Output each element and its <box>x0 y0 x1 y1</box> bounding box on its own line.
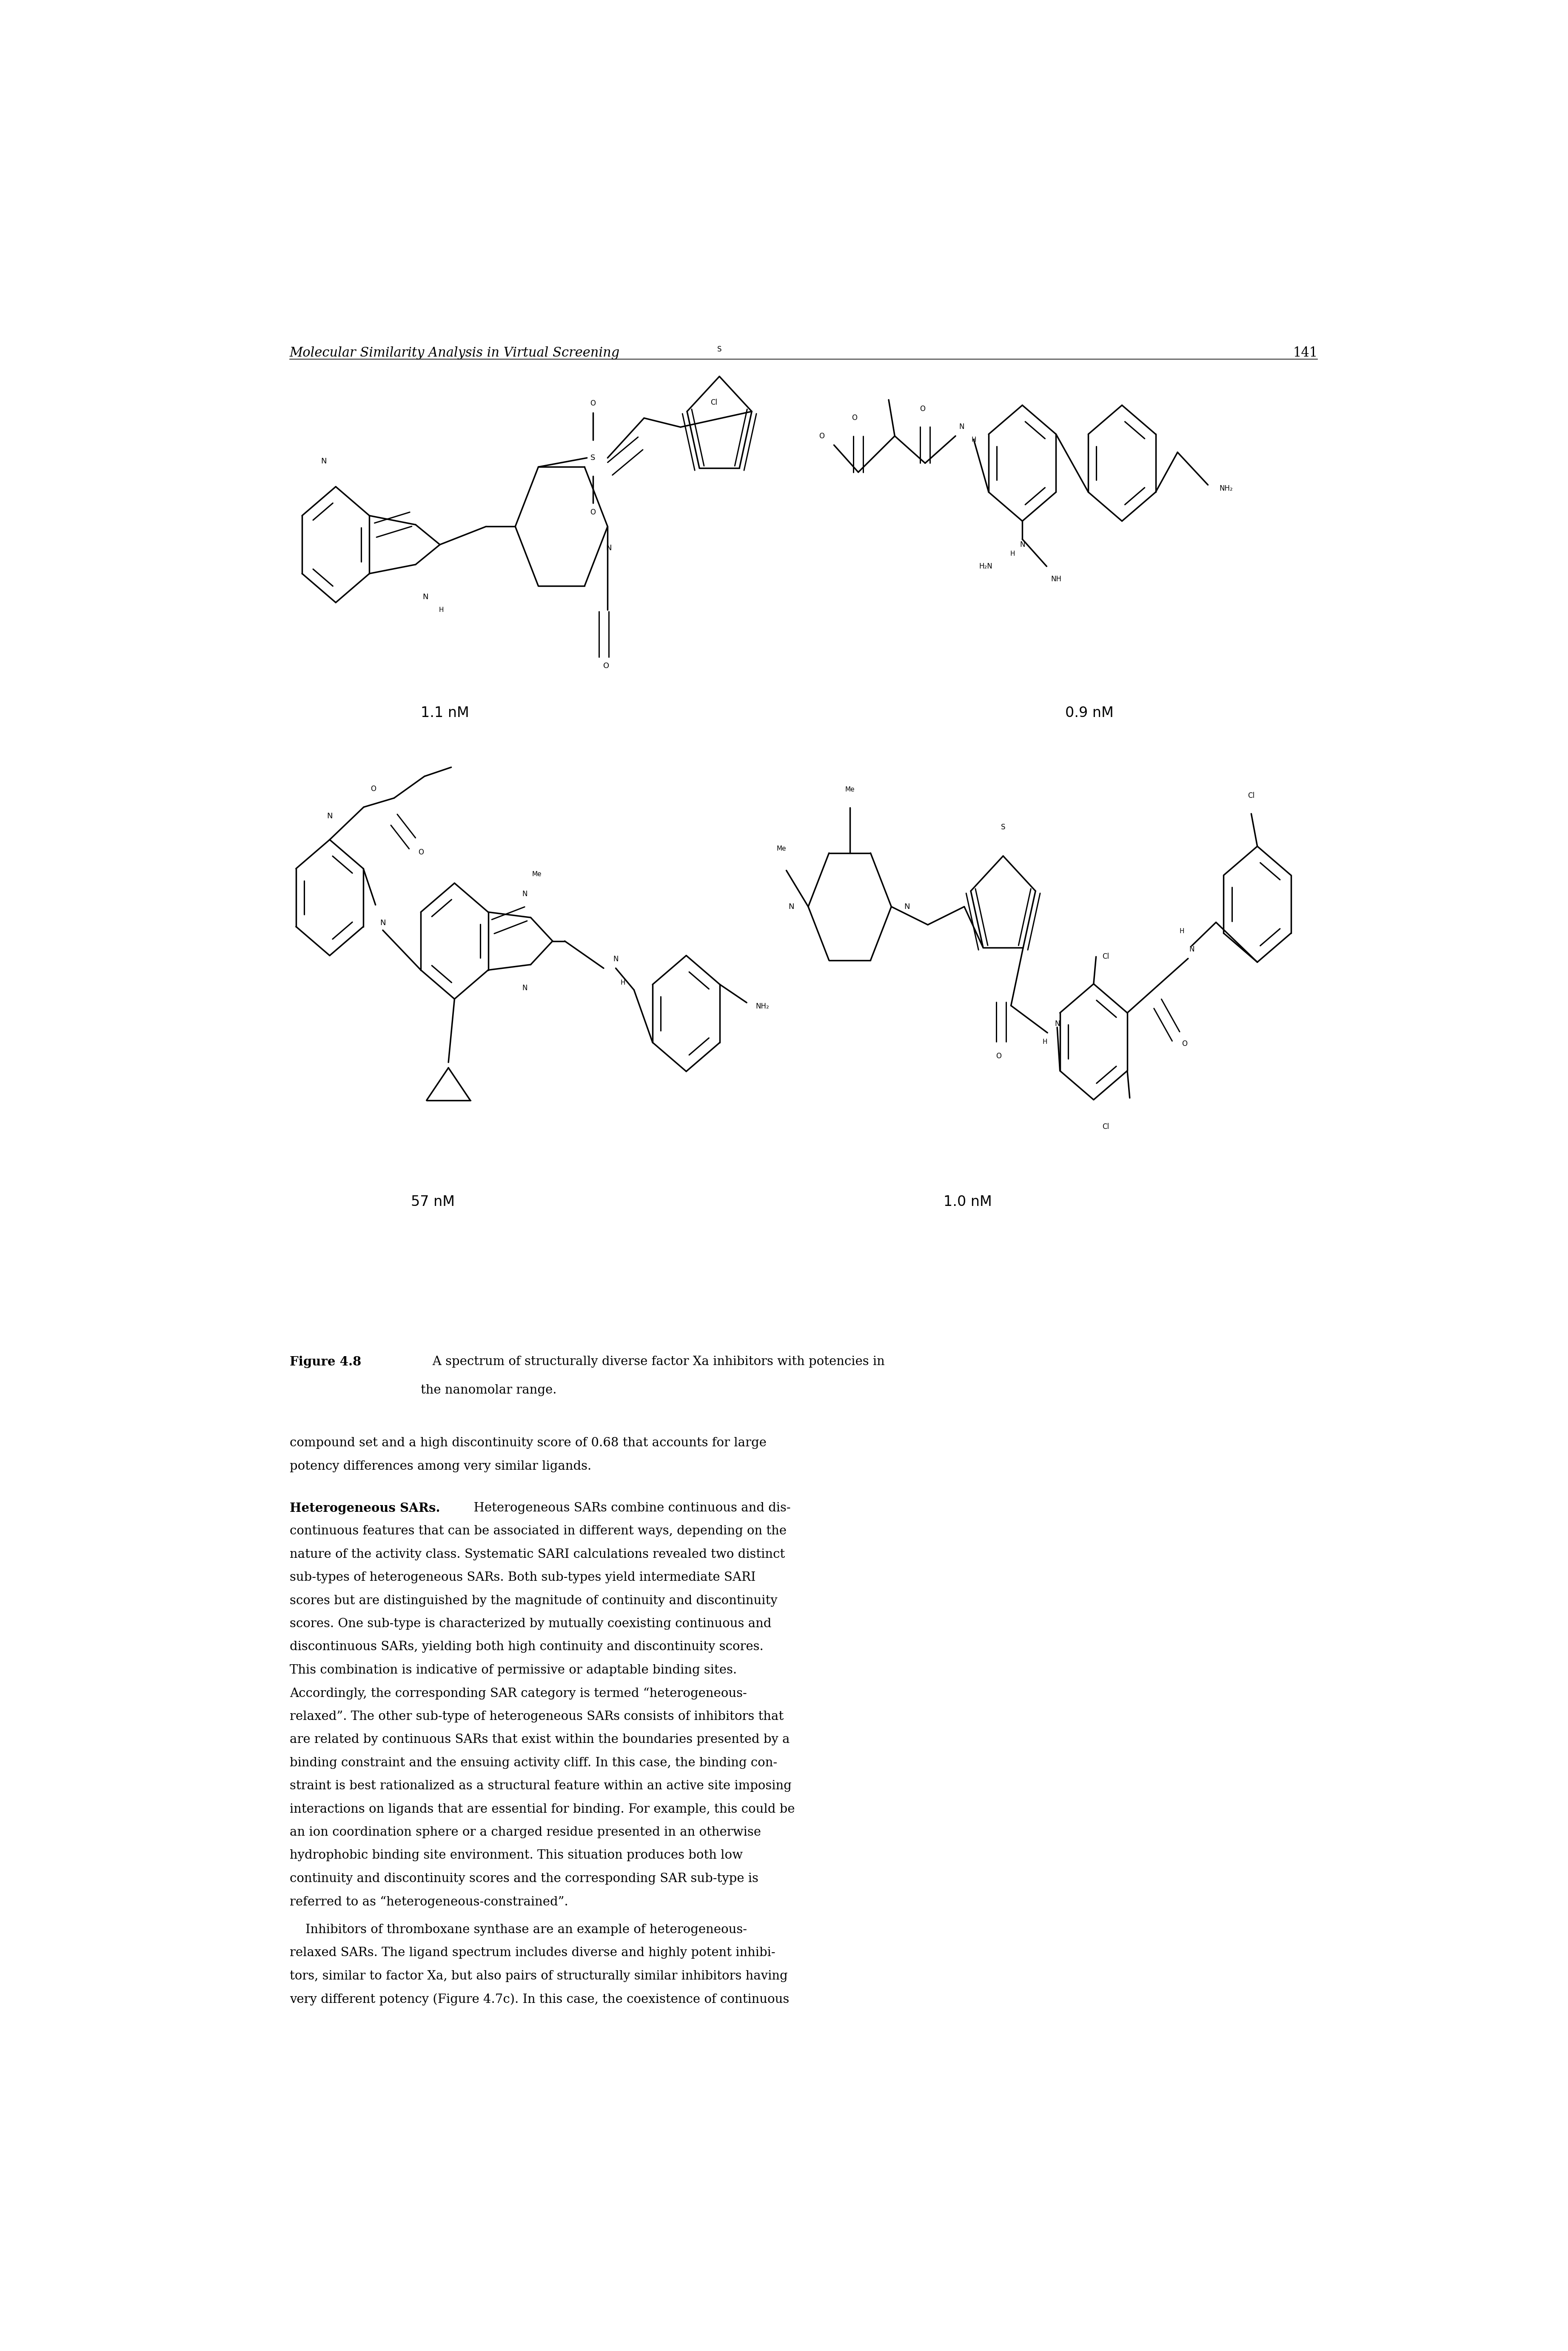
Text: O: O <box>920 404 925 414</box>
Text: Heterogeneous SARs combine continuous and dis-: Heterogeneous SARs combine continuous an… <box>466 1502 790 1514</box>
Text: Me: Me <box>845 788 855 792</box>
Text: S: S <box>1000 823 1005 830</box>
Text: A spectrum of structurally diverse factor Xa inhibitors with potencies in: A spectrum of structurally diverse facto… <box>420 1357 884 1368</box>
Text: Heterogeneous SARs.: Heterogeneous SARs. <box>290 1502 441 1514</box>
Text: O: O <box>996 1053 1002 1060</box>
Text: S: S <box>591 454 596 461</box>
Text: an ion coordination sphere or a charged residue presented in an otherwise: an ion coordination sphere or a charged … <box>290 1827 760 1838</box>
Text: O: O <box>370 785 376 792</box>
Text: N: N <box>1055 1020 1060 1027</box>
Text: are related by continuous SARs that exist within the boundaries presented by a: are related by continuous SARs that exis… <box>290 1733 790 1744</box>
Text: O: O <box>419 849 423 856</box>
Text: N: N <box>422 592 428 602</box>
Text: Molecular Similarity Analysis in Virtual Screening: Molecular Similarity Analysis in Virtual… <box>290 346 619 360</box>
Text: 57 nM: 57 nM <box>411 1194 455 1208</box>
Text: N: N <box>1019 541 1025 548</box>
Text: Inhibitors of thromboxane synthase are an example of heterogeneous-: Inhibitors of thromboxane synthase are a… <box>290 1923 746 1935</box>
Text: 141: 141 <box>1294 346 1317 360</box>
Text: O: O <box>590 508 596 515</box>
Text: 1.1 nM: 1.1 nM <box>420 705 469 719</box>
Text: N: N <box>522 891 527 898</box>
Text: NH₂: NH₂ <box>756 1002 770 1011</box>
Text: continuity and discontinuity scores and the corresponding SAR sub-type is: continuity and discontinuity scores and … <box>290 1874 759 1886</box>
Text: H: H <box>439 607 444 614</box>
Text: H: H <box>1179 929 1184 936</box>
Text: O: O <box>818 433 825 440</box>
Text: continuous features that can be associated in different ways, depending on the: continuous features that can be associat… <box>290 1526 787 1538</box>
Text: H: H <box>971 437 977 442</box>
Text: N: N <box>613 955 618 964</box>
Text: N: N <box>905 903 909 910</box>
Text: H: H <box>1043 1039 1047 1044</box>
Text: This combination is indicative of permissive or adaptable binding sites.: This combination is indicative of permis… <box>290 1665 737 1676</box>
Text: referred to as “heterogeneous-constrained”.: referred to as “heterogeneous-constraine… <box>290 1895 568 1909</box>
Text: O: O <box>851 414 858 421</box>
Text: NH: NH <box>1051 576 1062 583</box>
Text: the nanomolar range.: the nanomolar range. <box>420 1385 557 1396</box>
Text: binding constraint and the ensuing activity cliff. In this case, the binding con: binding constraint and the ensuing activ… <box>290 1756 778 1768</box>
Text: tors, similar to factor Xa, but also pairs of structurally similar inhibitors ha: tors, similar to factor Xa, but also pai… <box>290 1970 787 1982</box>
Text: N: N <box>960 423 964 430</box>
Text: N: N <box>321 458 326 465</box>
Text: NH₂: NH₂ <box>1220 484 1232 491</box>
Text: N: N <box>326 813 332 820</box>
Text: O: O <box>1182 1039 1187 1049</box>
Text: compound set and a high discontinuity score of 0.68 that accounts for large: compound set and a high discontinuity sc… <box>290 1436 767 1448</box>
Text: N: N <box>605 545 612 552</box>
Text: straint is best rationalized as a structural feature within an active site impos: straint is best rationalized as a struct… <box>290 1780 792 1791</box>
Text: potency differences among very similar ligands.: potency differences among very similar l… <box>290 1460 591 1472</box>
Text: relaxed SARs. The ligand spectrum includes diverse and highly potent inhibi-: relaxed SARs. The ligand spectrum includ… <box>290 1947 775 1958</box>
Text: 1.0 nM: 1.0 nM <box>944 1194 993 1208</box>
Text: H: H <box>1010 550 1014 557</box>
Text: relaxed”. The other sub-type of heterogeneous SARs consists of inhibitors that: relaxed”. The other sub-type of heteroge… <box>290 1712 784 1723</box>
Text: O: O <box>590 400 596 407</box>
Text: discontinuous SARs, yielding both high continuity and discontinuity scores.: discontinuous SARs, yielding both high c… <box>290 1641 764 1653</box>
Text: Me: Me <box>532 870 541 877</box>
Text: N: N <box>379 919 386 926</box>
Text: Cl: Cl <box>1102 952 1109 962</box>
Text: very different potency (Figure 4.7c). In this case, the coexistence of continuou: very different potency (Figure 4.7c). In… <box>290 1994 789 2005</box>
Text: S: S <box>717 346 721 353</box>
Text: Cl: Cl <box>1102 1124 1109 1131</box>
Text: Me: Me <box>776 846 786 851</box>
Text: O: O <box>604 663 610 670</box>
Text: 0.9 nM: 0.9 nM <box>1065 705 1113 719</box>
Text: scores. One sub-type is characterized by mutually coexisting continuous and: scores. One sub-type is characterized by… <box>290 1617 771 1629</box>
Text: interactions on ligands that are essential for binding. For example, this could : interactions on ligands that are essenti… <box>290 1803 795 1815</box>
Text: H₂N: H₂N <box>978 562 993 571</box>
Text: H: H <box>621 980 626 985</box>
Text: Cl: Cl <box>1248 792 1254 799</box>
Text: N: N <box>1189 945 1195 952</box>
Text: Accordingly, the corresponding SAR category is termed “heterogeneous-: Accordingly, the corresponding SAR categ… <box>290 1688 746 1700</box>
Text: nature of the activity class. Systematic SARI calculations revealed two distinct: nature of the activity class. Systematic… <box>290 1549 784 1561</box>
Text: hydrophobic binding site environment. This situation produces both low: hydrophobic binding site environment. Th… <box>290 1850 743 1862</box>
Text: Cl: Cl <box>710 400 717 407</box>
Text: sub-types of heterogeneous SARs. Both sub-types yield intermediate SARI: sub-types of heterogeneous SARs. Both su… <box>290 1570 756 1582</box>
Text: Figure 4.8: Figure 4.8 <box>290 1357 361 1368</box>
Text: scores but are distinguished by the magnitude of continuity and discontinuity: scores but are distinguished by the magn… <box>290 1594 778 1606</box>
Text: N: N <box>522 985 527 992</box>
Text: N: N <box>789 903 793 910</box>
